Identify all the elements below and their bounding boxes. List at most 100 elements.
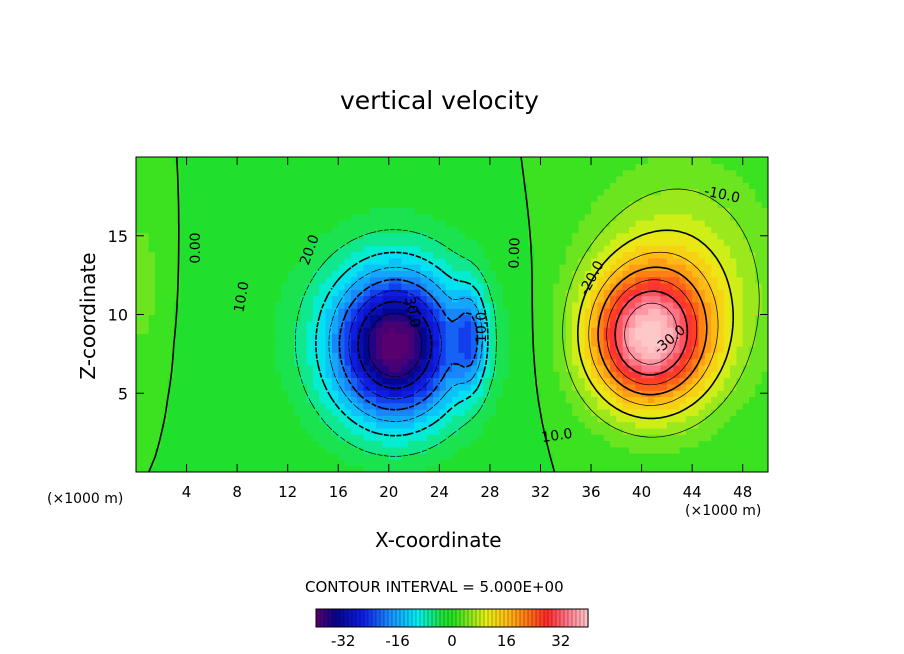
heat-cell (540, 415, 548, 423)
heat-cell (211, 283, 219, 290)
heat-cell (306, 175, 314, 183)
heat-cell (395, 182, 403, 190)
heat-cell (470, 364, 478, 372)
heat-cell (363, 226, 371, 234)
heat-cell (477, 289, 485, 297)
heat-cell (464, 163, 472, 171)
heat-cell (534, 371, 542, 379)
heat-cell (376, 364, 384, 372)
heat-cell (610, 346, 617, 353)
heat-cell (635, 459, 643, 467)
heat-cell (268, 308, 276, 316)
heat-cell (730, 301, 737, 309)
heat-cell (452, 333, 459, 341)
heat-cell (306, 283, 314, 290)
heat-cell (167, 358, 175, 366)
heat-cell (414, 283, 421, 290)
heat-cell (325, 396, 333, 404)
heat-cell (243, 188, 251, 196)
heat-cell (218, 194, 226, 202)
heat-cell (262, 346, 270, 353)
heat-cell (458, 314, 466, 322)
heat-cell (597, 232, 605, 240)
heat-cell (470, 333, 478, 341)
heat-cell (635, 377, 643, 385)
heat-cell (622, 446, 630, 454)
heat-cell (647, 301, 655, 309)
heat-cell (742, 245, 750, 253)
heat-cell (698, 427, 706, 435)
heat-cell (565, 371, 573, 379)
heat-cell (173, 314, 181, 322)
heat-cell (376, 157, 384, 164)
heat-cell (559, 346, 567, 353)
heat-cell (230, 352, 238, 360)
heat-cell (565, 194, 573, 202)
heat-cell (584, 358, 592, 366)
heat-cell (357, 383, 365, 391)
heat-cell (230, 232, 238, 240)
heat-cell (338, 364, 346, 372)
heat-cell (755, 238, 763, 246)
heat-cell (154, 276, 162, 284)
heat-cell (578, 383, 586, 391)
heat-cell (262, 182, 270, 190)
heat-cell (445, 201, 453, 208)
heat-cell (673, 238, 681, 246)
heat-cell (540, 333, 548, 341)
heat-cell (647, 434, 655, 442)
heat-cell (173, 364, 181, 372)
heat-cell (256, 251, 263, 259)
heat-cell (647, 169, 655, 177)
heat-cell (711, 289, 719, 297)
heat-cell (331, 301, 339, 309)
heat-cell (616, 339, 624, 347)
heat-cell (458, 346, 466, 353)
heat-cell (559, 440, 567, 448)
heat-cell (470, 207, 478, 215)
heat-cell (616, 440, 624, 448)
heat-cell (660, 402, 668, 410)
heat-cell (742, 232, 750, 240)
heat-cell (635, 301, 643, 309)
heat-cell (306, 314, 314, 322)
heat-cell (452, 163, 459, 171)
heat-cell (249, 251, 257, 259)
heat-cell (685, 440, 693, 448)
heat-cell (350, 163, 358, 171)
heat-cell (420, 157, 428, 164)
heat-cell (161, 314, 169, 322)
heat-cell (736, 327, 744, 334)
heat-cell (742, 213, 750, 221)
heat-cell (730, 157, 737, 164)
heat-cell (673, 257, 681, 265)
heat-cell (154, 352, 162, 360)
heat-cell (470, 194, 478, 202)
heat-cell (186, 175, 194, 183)
heat-cell (723, 346, 731, 353)
heat-cell (167, 213, 175, 221)
heat-cell (243, 251, 251, 259)
heat-cell (414, 157, 421, 164)
heat-cell (534, 333, 542, 341)
heat-cell (755, 188, 763, 196)
heat-cell (698, 257, 706, 265)
heat-cell (610, 251, 617, 259)
heat-cell (230, 421, 238, 429)
heat-cell (350, 182, 358, 190)
heat-cell (578, 415, 586, 423)
heat-cell (553, 226, 561, 234)
heat-cell (294, 409, 301, 416)
heat-cell (616, 459, 624, 467)
heat-cell (218, 169, 226, 177)
heat-cell (572, 257, 579, 265)
heat-cell (597, 220, 605, 227)
heat-cell (666, 339, 674, 347)
heat-cell (439, 383, 447, 391)
heat-cell (218, 314, 226, 322)
heat-cell (635, 226, 643, 234)
heat-cell (660, 453, 668, 460)
heat-cell (300, 182, 308, 190)
heat-cell (395, 295, 403, 303)
heat-cell (136, 409, 143, 416)
